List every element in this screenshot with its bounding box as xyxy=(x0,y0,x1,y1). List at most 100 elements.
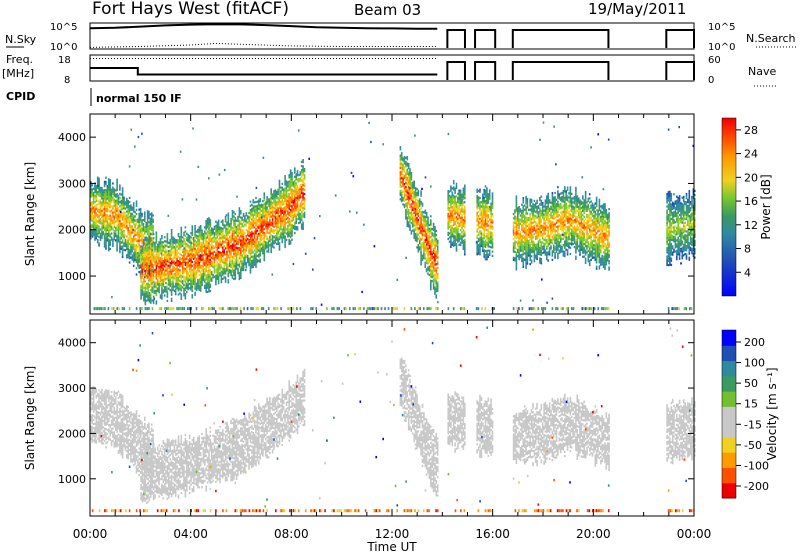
power-cell xyxy=(209,235,212,238)
power-cell xyxy=(413,218,415,221)
power-cell xyxy=(158,284,160,288)
power-cell xyxy=(174,293,177,296)
power-cell xyxy=(209,289,212,293)
power-cell xyxy=(186,272,188,275)
power-cell xyxy=(216,244,219,247)
power-cell xyxy=(143,255,145,258)
power-cell xyxy=(110,232,113,235)
power-cell xyxy=(455,211,458,215)
power-cell xyxy=(447,221,449,224)
power-cell xyxy=(181,263,184,266)
power-cell xyxy=(483,249,485,252)
power-cell xyxy=(288,240,290,244)
power-cell xyxy=(241,218,243,222)
power-cell xyxy=(234,246,237,249)
power-cell xyxy=(223,259,225,262)
power-cell xyxy=(109,185,111,188)
power-cell xyxy=(233,257,235,260)
power-cell xyxy=(112,228,114,231)
power-cell xyxy=(186,270,188,273)
power-cell xyxy=(113,215,116,218)
power-cell xyxy=(241,241,243,244)
power-cell xyxy=(143,263,145,266)
power-cell xyxy=(271,208,274,211)
power-cell xyxy=(205,251,207,254)
power-cell xyxy=(146,264,149,267)
power-cell xyxy=(278,236,281,239)
power-cell xyxy=(120,203,123,207)
power-cell xyxy=(199,227,202,230)
power-cell xyxy=(249,244,252,247)
power-cell xyxy=(412,200,414,203)
power-cell xyxy=(231,270,234,273)
power-cell xyxy=(421,227,424,230)
power-cell xyxy=(414,228,417,231)
power-cell xyxy=(140,274,142,277)
power-cell xyxy=(96,232,99,235)
power-cell xyxy=(228,262,231,265)
power-cell xyxy=(162,278,165,281)
power-cell xyxy=(192,249,195,252)
power-cell xyxy=(161,245,163,248)
power-cell xyxy=(114,193,117,196)
power-cell xyxy=(217,263,220,266)
power-cell xyxy=(154,241,156,245)
power-cell xyxy=(238,213,241,216)
power-cell xyxy=(181,257,184,260)
power-cell xyxy=(212,245,214,248)
power-cell xyxy=(282,196,285,199)
power-cell xyxy=(262,250,264,253)
power-cell xyxy=(447,204,449,207)
power-cell xyxy=(259,227,261,230)
power-cell xyxy=(163,269,166,272)
power-cell xyxy=(168,254,170,257)
power-cell xyxy=(154,291,156,295)
power-cell xyxy=(294,225,296,228)
power-cell xyxy=(267,204,270,207)
power-cell xyxy=(163,290,166,293)
power-cell xyxy=(418,248,421,251)
power-cell xyxy=(215,268,217,271)
power-cell xyxy=(263,242,266,245)
power-cell xyxy=(150,270,153,273)
power-cell xyxy=(284,175,286,178)
power-cell xyxy=(139,218,142,221)
power-cell xyxy=(99,199,102,202)
power-cell xyxy=(477,221,480,224)
power-cell xyxy=(245,220,248,223)
power-cell xyxy=(418,198,421,201)
power-cell xyxy=(177,251,180,254)
power-cell xyxy=(291,188,293,191)
power-cell xyxy=(174,251,177,254)
power-cell xyxy=(174,288,177,292)
power-cell xyxy=(451,229,454,232)
power-cell xyxy=(105,237,107,240)
power-cell xyxy=(209,248,212,251)
power-cell xyxy=(123,215,125,218)
power-cell xyxy=(126,200,128,203)
power-cell xyxy=(145,264,148,267)
power-cell xyxy=(152,214,154,217)
power-cell xyxy=(405,213,407,216)
power-cell xyxy=(418,240,421,243)
power-cell xyxy=(295,228,297,231)
power-cell xyxy=(114,216,117,219)
power-cell xyxy=(163,271,166,274)
power-cell xyxy=(150,220,153,223)
power-cell xyxy=(230,226,232,229)
power-cell xyxy=(208,256,210,259)
power-cell xyxy=(483,245,485,248)
power-cell xyxy=(180,258,183,261)
power-cell xyxy=(126,245,128,248)
power-cell xyxy=(121,247,124,250)
power-cell xyxy=(159,238,162,241)
power-cell xyxy=(233,225,235,228)
power-cell xyxy=(450,237,452,240)
power-cell xyxy=(273,240,275,243)
power-cell xyxy=(162,253,165,256)
power-cell xyxy=(132,210,135,213)
power-cell xyxy=(134,229,136,232)
power-cell xyxy=(425,257,428,260)
power-cell xyxy=(110,188,113,191)
power-cell xyxy=(447,237,449,241)
